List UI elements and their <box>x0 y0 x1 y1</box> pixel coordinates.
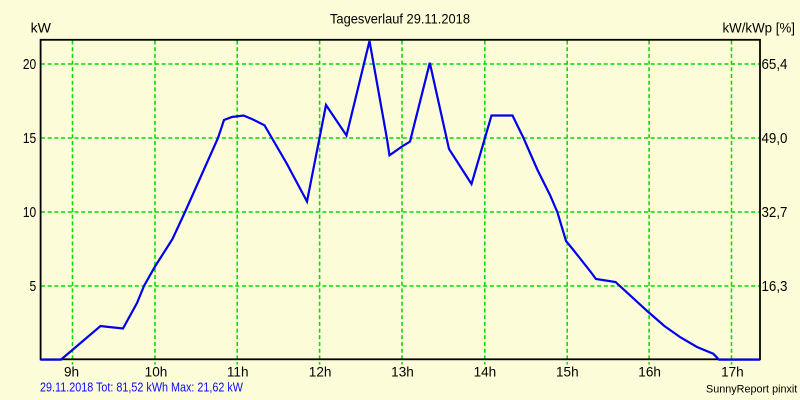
svg-text:49,0: 49,0 <box>762 130 788 147</box>
svg-text:65,4: 65,4 <box>762 56 788 73</box>
svg-text:15: 15 <box>23 130 36 146</box>
svg-text:20: 20 <box>23 56 36 72</box>
svg-text:kW: kW <box>31 19 52 35</box>
svg-text:16,3: 16,3 <box>762 278 788 295</box>
svg-text:14h: 14h <box>474 364 497 379</box>
svg-text:10: 10 <box>23 204 36 220</box>
svg-text:9h: 9h <box>64 364 79 379</box>
svg-text:11h: 11h <box>227 364 249 379</box>
svg-text:10h: 10h <box>145 364 168 379</box>
svg-text:32,7: 32,7 <box>762 204 788 221</box>
svg-text:15h: 15h <box>556 364 579 379</box>
svg-text:kW/kWp [%]: kW/kWp [%] <box>723 19 796 35</box>
svg-text:Tagesverlauf 29.11.2018: Tagesverlauf 29.11.2018 <box>330 11 470 27</box>
svg-text:5: 5 <box>30 278 37 294</box>
svg-text:29.11.2018 Tot: 81,52 kWh Max:: 29.11.2018 Tot: 81,52 kWh Max: 21,62 kW <box>40 381 243 395</box>
svg-text:12h: 12h <box>309 364 332 379</box>
svg-text:16h: 16h <box>638 364 661 379</box>
svg-text:13h: 13h <box>391 364 414 379</box>
svg-text:SunnyReport pinxit: SunnyReport pinxit <box>706 384 797 396</box>
svg-text:17h: 17h <box>721 364 744 379</box>
